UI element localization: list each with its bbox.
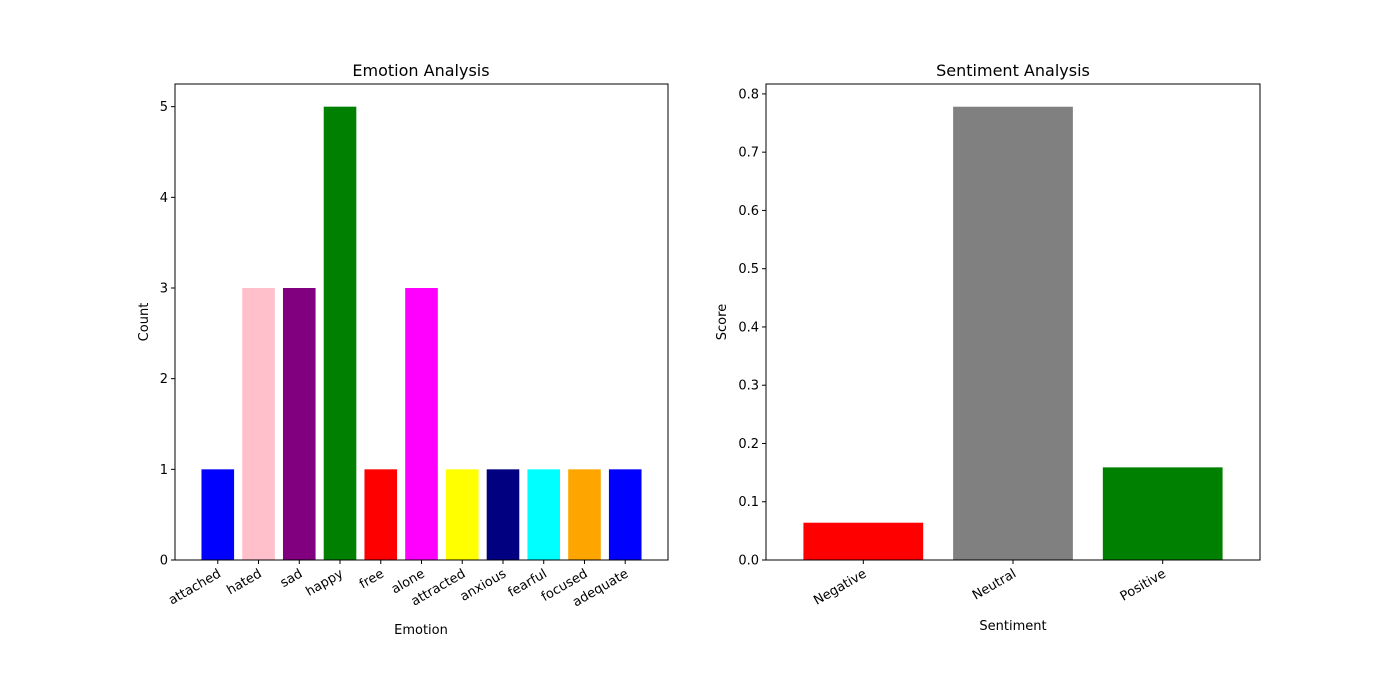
y-tick-label: 0.2 bbox=[738, 437, 759, 452]
bar-fearful bbox=[527, 469, 561, 560]
y-axis-label: Score bbox=[715, 304, 730, 340]
y-tick-label: 1 bbox=[160, 463, 168, 478]
y-tick-label: 0.3 bbox=[738, 379, 759, 394]
bar-sad bbox=[282, 288, 316, 560]
plot-frame bbox=[765, 83, 1261, 561]
chart-title: Emotion Analysis bbox=[352, 61, 489, 80]
y-axis-ticks: 0.0 0.1 0.2 0.3 0.4 0.5 0.6 0.7 0.8 bbox=[738, 87, 766, 569]
y-tick-label: 4 bbox=[160, 191, 168, 206]
y-tick-label: 0.4 bbox=[738, 320, 759, 335]
bar-anxious bbox=[486, 469, 520, 560]
bar-free bbox=[364, 469, 398, 560]
bar-neutral bbox=[953, 106, 1073, 560]
y-tick-label: 0.8 bbox=[738, 87, 759, 102]
y-tick-label: 0.5 bbox=[738, 262, 759, 277]
bars-group bbox=[201, 106, 642, 561]
y-axis-ticks: 0 1 2 3 4 5 bbox=[160, 100, 175, 569]
bar-focused bbox=[568, 469, 601, 560]
bar-happy bbox=[323, 106, 357, 561]
y-tick-label: 0 bbox=[160, 554, 168, 569]
bars-group bbox=[803, 106, 1223, 560]
plot-frame bbox=[174, 83, 669, 561]
bar-positive bbox=[1102, 467, 1223, 560]
x-axis-label: Sentiment bbox=[979, 619, 1046, 634]
y-tick-label: 3 bbox=[160, 282, 168, 297]
y-axis-label: Count bbox=[137, 303, 152, 342]
bar-hated bbox=[242, 288, 275, 560]
y-tick-label: 5 bbox=[160, 100, 168, 115]
y-tick-label: 2 bbox=[160, 372, 168, 387]
bar-negative bbox=[803, 522, 924, 560]
chart-title: Sentiment Analysis bbox=[936, 61, 1090, 80]
bar-attracted bbox=[445, 469, 479, 560]
x-axis-label: Emotion bbox=[394, 623, 448, 638]
y-tick-label: 0.1 bbox=[738, 495, 759, 510]
bar-alone bbox=[405, 288, 438, 560]
y-tick-label: 0.0 bbox=[738, 554, 759, 569]
y-tick-label: 0.7 bbox=[738, 146, 759, 161]
bar-attached bbox=[201, 469, 235, 560]
y-tick-label: 0.6 bbox=[738, 204, 759, 219]
bar-adequate bbox=[608, 469, 642, 560]
